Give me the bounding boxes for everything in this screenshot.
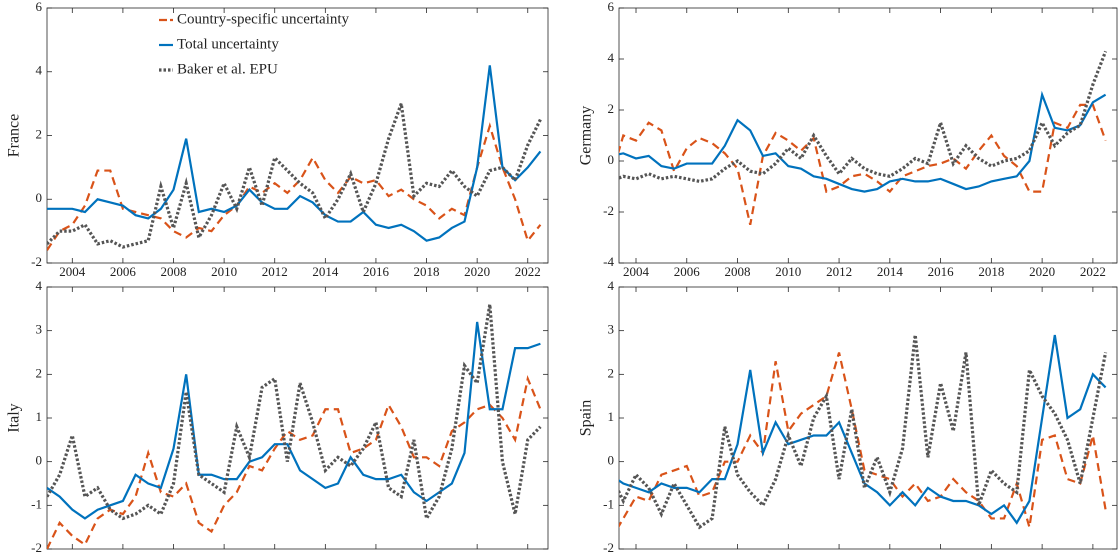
y-tick-label: 6	[608, 0, 615, 14]
series-group	[619, 50, 1108, 225]
x-tick-label: 2004	[59, 264, 86, 279]
series-line	[619, 50, 1108, 184]
panel: 2004 2006 2008 2010 2012 2014 2016 2018 2020 2022…	[578, 0, 1118, 279]
x-tick-label: 2022	[515, 264, 541, 279]
x-tick-label: 2020	[1029, 264, 1055, 279]
y-tick-label: 4	[608, 278, 615, 293]
series-line	[47, 65, 542, 242]
x-tick-label: 2010	[775, 550, 801, 552]
x-tick-label: 2018	[414, 550, 440, 552]
y-tick-label: 0	[36, 190, 43, 205]
y-tick-label: -2	[31, 254, 42, 269]
x-tick-label: 2012	[826, 264, 852, 279]
y-tick-label: 2	[36, 126, 43, 141]
x-tick-label: 2014	[312, 264, 339, 279]
y-tick-label: 0	[608, 453, 615, 468]
x-tick-label: 2022	[1080, 264, 1106, 279]
y-tick-label: -1	[31, 496, 42, 511]
x-tick-label: 2014	[877, 264, 904, 279]
x-tick-label: 2004	[623, 264, 650, 279]
y-tick-label: 4	[36, 63, 43, 78]
y-tick-label: -2	[31, 540, 42, 552]
x-tick-label: 2016	[363, 550, 390, 552]
x-tick-label: 2010	[211, 550, 237, 552]
y-tick-label: -2	[603, 540, 614, 552]
series-line	[47, 374, 542, 549]
plot-frame	[618, 286, 1118, 550]
y-axis-label: France	[6, 114, 23, 158]
y-tick-label: 1	[36, 409, 43, 424]
x-tick-label: 2016	[928, 550, 955, 552]
panel: 2004 2006 2008 2010 2012 2014 2016 2018 2020 2022…	[6, 0, 549, 279]
x-tick-label: 2018	[978, 550, 1004, 552]
y-tick-label: 2	[36, 365, 43, 380]
y-tick-label: 4	[608, 50, 615, 65]
y-axis-label: Italy	[6, 403, 23, 432]
y-tick-label: 2	[608, 101, 615, 116]
plot-frame	[46, 7, 549, 264]
y-tick-label: 6	[36, 0, 43, 14]
series-group	[47, 65, 542, 251]
x-tick-label: 2020	[1029, 550, 1055, 552]
series-line	[47, 304, 542, 524]
y-tick-label: 0	[608, 152, 615, 167]
series-line	[619, 334, 1107, 525]
x-tick-label: 2022	[1080, 550, 1106, 552]
x-tick-label: 2008	[725, 264, 751, 279]
x-tick-label: 2018	[978, 264, 1004, 279]
x-tick-label: 2020	[464, 264, 490, 279]
series-line	[619, 352, 1107, 529]
x-tick-label: 2008	[161, 550, 187, 552]
x-tick-label: 2020	[464, 550, 490, 552]
y-tick-label: 3	[608, 322, 615, 337]
y-axis-label: Spain	[578, 400, 595, 436]
legend-label: Country-specific uncertainty	[177, 11, 350, 27]
x-tick-label: 2008	[725, 550, 751, 552]
plot-frame	[46, 286, 549, 550]
series-group	[619, 334, 1108, 530]
x-tick-label: 2012	[826, 550, 852, 552]
x-tick-label: 2010	[775, 264, 801, 279]
y-tick-label: -1	[603, 496, 614, 511]
x-tick-label: 2016	[928, 264, 955, 279]
x-tick-label: 2014	[312, 550, 339, 552]
y-tick-label: 2	[608, 365, 615, 380]
series-line	[619, 103, 1107, 225]
y-tick-label: 4	[36, 278, 43, 293]
series-line	[47, 103, 542, 249]
y-tick-label: 3	[36, 322, 43, 337]
x-tick-label: 2006	[674, 550, 701, 552]
series-line	[619, 334, 1108, 530]
y-tick-label: 1	[608, 409, 615, 424]
legend-label: Baker et al. EPU	[177, 61, 278, 77]
panel: 2004200620082010201220142016201820202022…	[6, 278, 549, 552]
panel: 2004200620082010201220142016201820202022…	[578, 278, 1118, 552]
y-tick-label: 0	[36, 453, 43, 468]
x-tick-label: 2006	[110, 264, 137, 279]
x-tick-label: 2012	[262, 264, 288, 279]
x-tick-label: 2016	[363, 264, 390, 279]
y-axis-label: Germany	[578, 106, 595, 166]
plot-frame	[618, 7, 1118, 264]
x-tick-label: 2006	[110, 550, 137, 552]
series-group	[47, 304, 542, 549]
series-line	[47, 321, 541, 520]
legend: Country-specific uncertainty Total uncert…	[159, 11, 350, 77]
x-tick-label: 2014	[877, 550, 904, 552]
x-tick-label: 2010	[211, 264, 237, 279]
x-tick-label: 2022	[515, 550, 541, 552]
series-line	[619, 90, 1107, 193]
x-tick-label: 2018	[414, 264, 440, 279]
legend-label: Total uncertainty	[177, 36, 279, 52]
x-tick-label: 2008	[161, 264, 187, 279]
x-tick-label: 2006	[674, 264, 701, 279]
x-tick-label: 2004	[59, 550, 86, 552]
y-tick-label: -2	[603, 203, 614, 218]
x-tick-label: 2012	[262, 550, 288, 552]
y-tick-label: -4	[603, 254, 614, 269]
x-tick-label: 2004	[623, 550, 650, 552]
